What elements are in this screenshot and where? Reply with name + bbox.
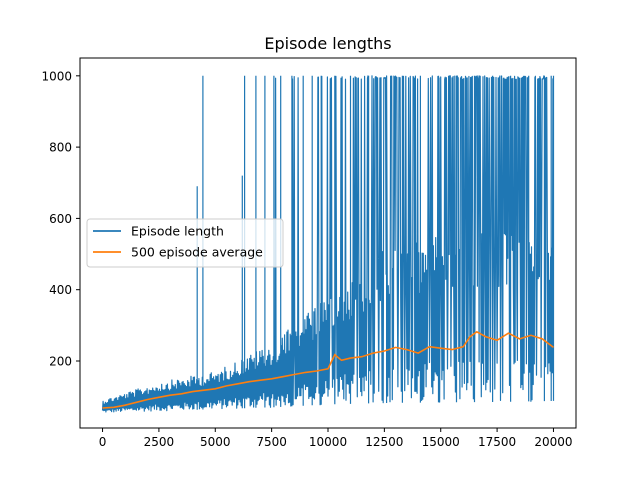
x-tick-label: 2500 xyxy=(144,435,175,449)
x-tick-label: 0 xyxy=(99,435,107,449)
x-tick-label: 7500 xyxy=(256,435,287,449)
legend: Episode length 500 episode average xyxy=(86,218,284,268)
x-tick-label: 12500 xyxy=(365,435,403,449)
legend-label-episode-length: Episode length xyxy=(131,224,224,239)
y-tick-label: 400 xyxy=(49,283,72,297)
series-500-episode-average xyxy=(102,330,554,409)
y-tick-label: 800 xyxy=(49,141,72,155)
x-tick-label: 20000 xyxy=(534,435,572,449)
y-tick-label: 600 xyxy=(49,212,72,226)
y-axis: 200 400 600 800 1000 xyxy=(41,69,80,368)
x-tick-label: 5000 xyxy=(200,435,231,449)
x-tick-label: 15000 xyxy=(422,435,460,449)
x-tick-label: 10000 xyxy=(309,435,347,449)
legend-label-500-episode-average: 500 episode average xyxy=(131,245,263,260)
legend-box xyxy=(86,218,284,268)
y-tick-label: 1000 xyxy=(41,69,72,83)
x-axis: 0 2500 5000 7500 10000 12500 15000 17500 20000 xyxy=(99,428,573,449)
x-tick-label: 17500 xyxy=(478,435,516,449)
y-tick-label: 200 xyxy=(49,354,72,368)
chart-title: Episode lengths xyxy=(264,34,391,53)
